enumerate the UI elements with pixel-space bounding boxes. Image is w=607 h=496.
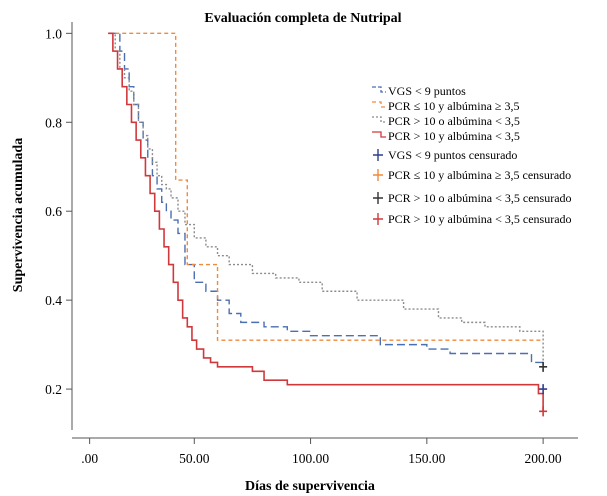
legend-swatch-1 [372,87,386,92]
legend-censor-marker-3 [373,192,383,204]
y-axis-label: Supervivencia acumulada [11,138,26,292]
legend-censor-label-3: PCR > 10 o albúmina < 3,5 censurado [388,191,572,205]
legend-censor-label-1: VGS < 9 puntos censurado [388,148,517,162]
x-tick-label: 100.00 [292,451,329,466]
legend-label-1: VGS < 9 puntos [388,84,466,98]
x-tick-label: 200.00 [525,451,562,466]
series-line-2 [108,33,543,340]
legend-label-2: PCR ≤ 10 y albúmina ≥ 3,5 [388,99,520,113]
legend-censor-label-2: PCR ≤ 10 y albúmina ≥ 3,5 censurado [388,168,571,182]
legend-swatch-3 [372,117,386,122]
axes: 1.0 0.8 0.6 0.4 0.2 .00 50.00 100.00 150.00 200.0… [45,22,578,466]
x-tick-label: 50.00 [179,451,210,466]
x-tick-label: .00 [81,451,98,466]
legend-censor-marker-4 [373,213,383,225]
legend-label-4: PCR > 10 y albúmina < 3,5 [388,129,520,143]
legend-label-3: PCR > 10 o albúmina < 3,5 [388,114,520,128]
legend-censor-marker-2 [373,169,383,181]
legend-censor-marker-1 [373,149,383,161]
legend-swatch-2 [372,102,386,107]
y-tick-label: 0.2 [45,382,62,397]
legend-censor-label-4: PCR > 10 y albúmina < 3,5 censurado [388,212,572,226]
y-tick-label: 1.0 [45,26,62,41]
censor-marker-3 [539,362,547,372]
censor-marker-4 [539,406,547,416]
x-tick-label: 150.00 [408,451,445,466]
y-tick-label: 0.6 [45,204,62,219]
legend-swatch-4 [372,132,386,137]
censor-markers [539,362,547,416]
y-tick-label: 0.4 [45,293,62,308]
censor-marker-1 [539,384,547,394]
x-axis-label: Días de supervivencia [245,479,375,494]
y-tick-label: 0.8 [45,115,62,130]
chart-title: Evaluación completa de Nutripal [204,11,401,26]
